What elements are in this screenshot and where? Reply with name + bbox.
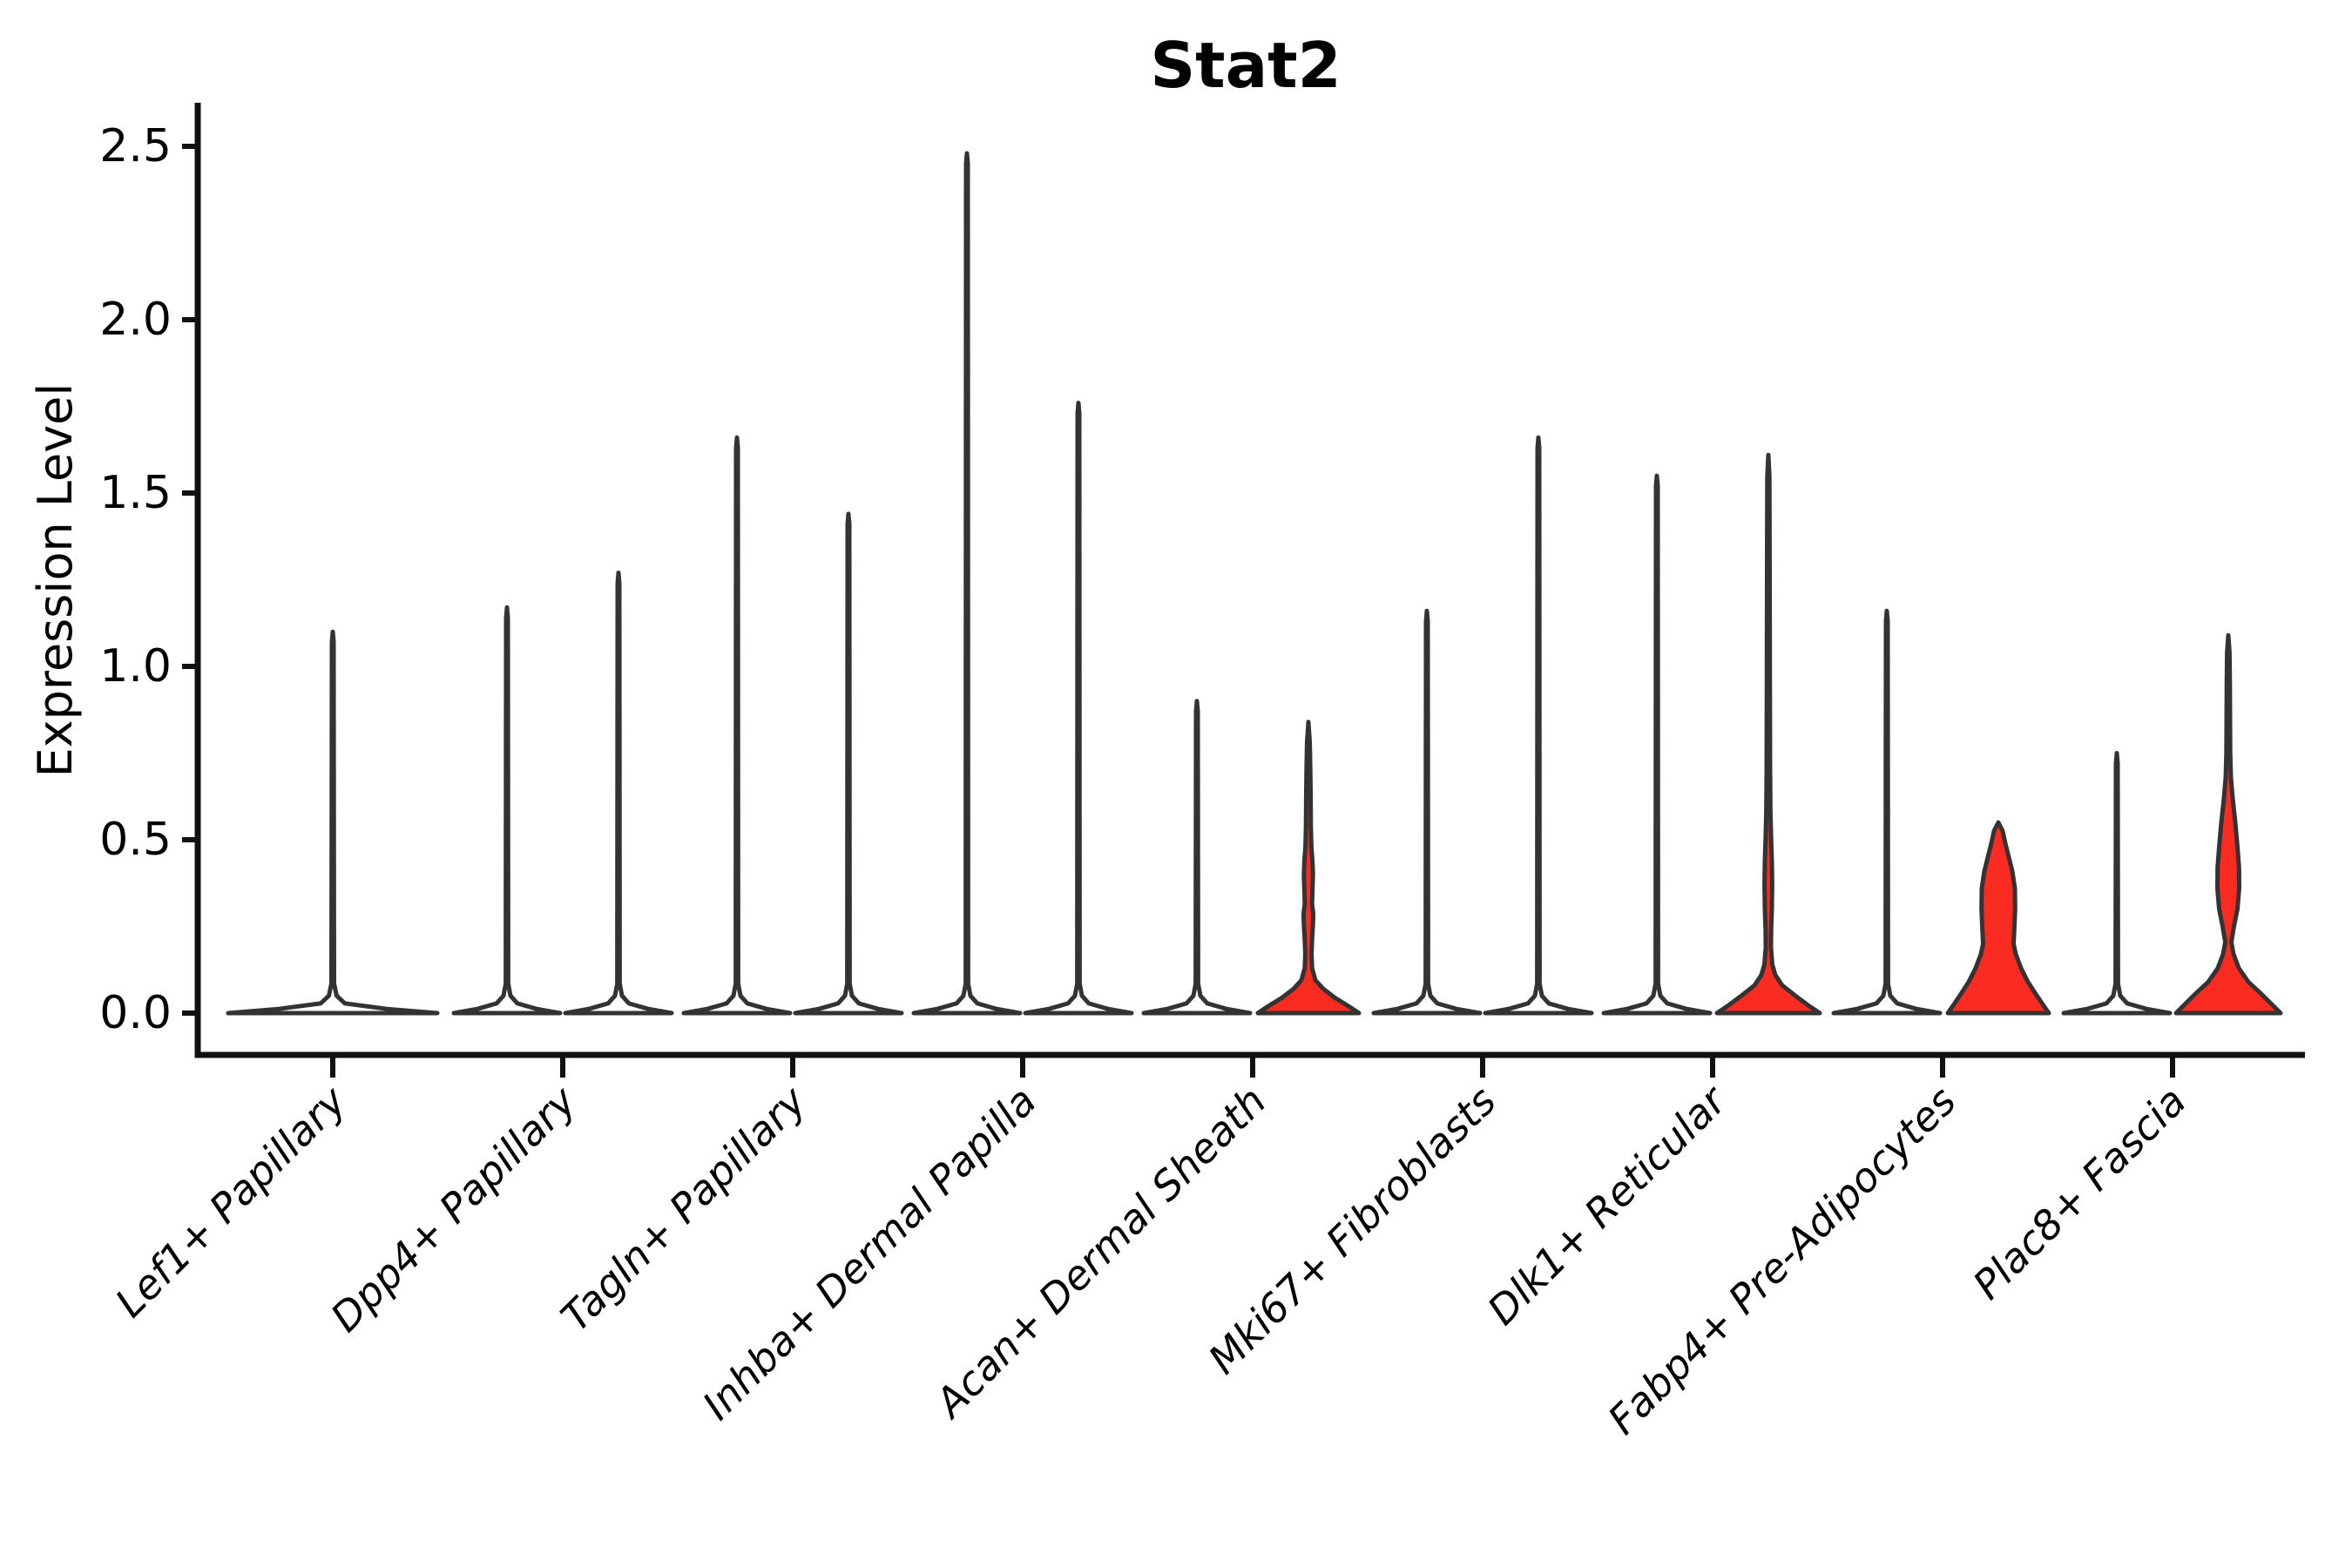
y-tick-label-0.0: 0.0 <box>99 987 172 1039</box>
x-tick-label-lef1: Lef1+ Papillary <box>106 1077 355 1326</box>
x-tick-label-dlk1: Dlk1+ Reticular <box>1478 1075 1737 1334</box>
violin-right-dpp4 <box>563 571 674 1016</box>
violin-right-dlk1 <box>1714 452 1822 1016</box>
violin-left-inhba <box>911 151 1023 1016</box>
violin-right-inhba <box>1023 401 1134 1016</box>
y-tick-label-2.0: 2.0 <box>99 294 172 346</box>
x-tick-label-plac8: Plac8+ Fascia <box>1963 1078 2194 1308</box>
violin-left-fabp4 <box>1831 608 1943 1016</box>
violin-left-mki67 <box>1371 608 1483 1016</box>
x-tick-label-dpp4: Dpp4+ Papillary <box>321 1077 585 1341</box>
y-tick-label-2.5: 2.5 <box>99 120 172 172</box>
chart-title: Stat2 <box>1150 29 1341 102</box>
violin-center-lef1 <box>226 629 440 1016</box>
violin-left-tagln <box>681 435 793 1016</box>
violin-left-dpp4 <box>451 605 563 1016</box>
violin-left-acan <box>1141 699 1253 1016</box>
violin-left-plac8 <box>2061 751 2173 1016</box>
y-axis-label: Expression Level <box>28 383 83 778</box>
violin-right-fabp4 <box>1945 820 2051 1016</box>
violin-right-tagln <box>793 511 904 1016</box>
violin-right-plac8 <box>2173 632 2283 1016</box>
violins-group <box>226 151 2283 1016</box>
violin-left-dlk1 <box>1601 473 1713 1016</box>
y-tick-label-0.5: 0.5 <box>99 814 172 866</box>
y-tick-label-1.5: 1.5 <box>99 467 172 519</box>
violin-right-acan <box>1255 720 1362 1016</box>
y-tick-label-1.0: 1.0 <box>99 640 172 693</box>
violin-right-mki67 <box>1483 435 1594 1016</box>
x-tick-label-tagln: Tagln+ Papillary <box>551 1077 815 1341</box>
